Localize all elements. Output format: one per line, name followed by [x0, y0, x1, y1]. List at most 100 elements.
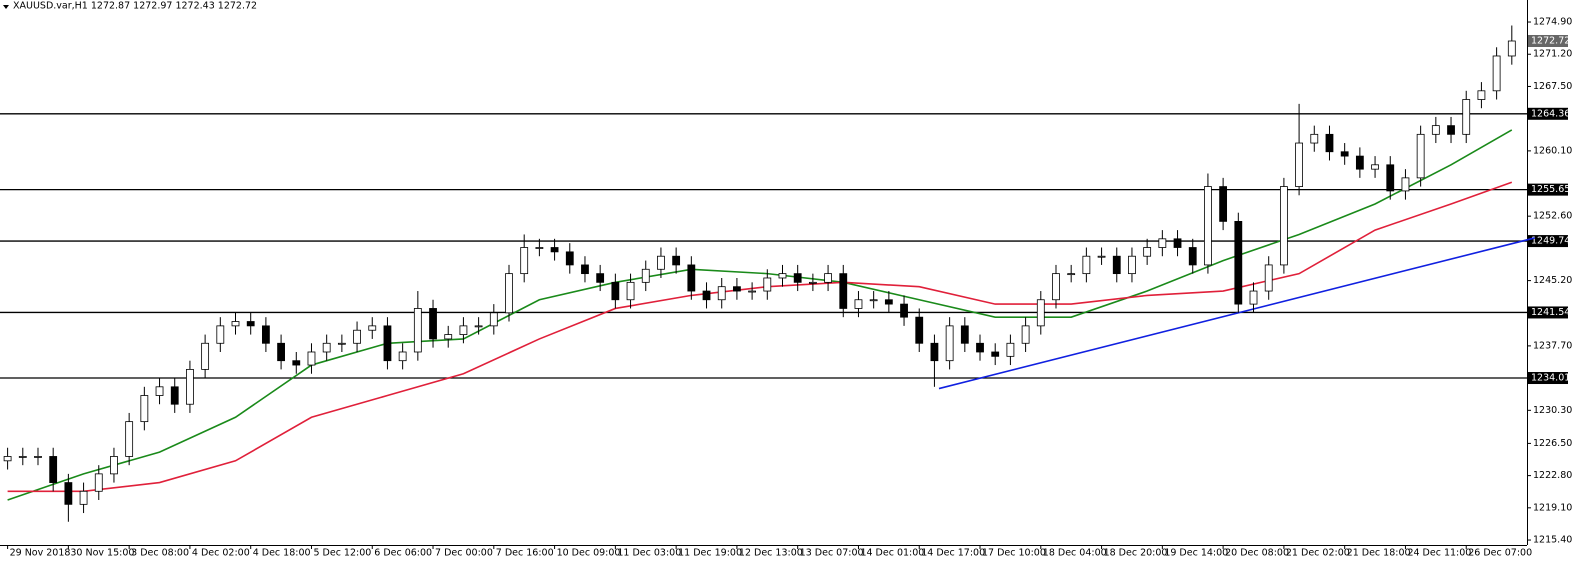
x-tick-label: 14 Dec 01:00	[860, 548, 924, 559]
candle-body	[1431, 125, 1440, 135]
candle-body	[565, 251, 574, 266]
y-tick-label: 1226.50	[1533, 438, 1572, 449]
level-label: 1255.65	[1531, 184, 1570, 195]
candle-body	[1128, 255, 1136, 275]
candle-body	[1173, 238, 1182, 248]
x-tick-label: 4 Dec 18:00	[253, 548, 311, 559]
candle-body	[535, 247, 544, 249]
candle-body	[1340, 151, 1349, 157]
candle-body	[1477, 90, 1486, 100]
x-tick-label: 19 Dec 14:00	[1164, 548, 1228, 559]
candle-body	[1082, 255, 1091, 275]
level-label-box	[1528, 107, 1568, 120]
level-label: 1234.01	[1531, 373, 1570, 384]
candle-body	[170, 386, 179, 405]
candle-body	[991, 351, 1000, 357]
candle-body	[1021, 325, 1030, 344]
candle-body	[94, 473, 103, 492]
x-tick-label: 11 Dec 03:00	[617, 548, 681, 559]
candle-body	[64, 482, 73, 505]
candle-body	[1143, 247, 1152, 257]
candle-body	[1219, 186, 1228, 222]
y-tick-label: 1260.10	[1533, 145, 1572, 156]
x-tick-label: 3 Dec 08:00	[131, 548, 189, 559]
x-tick-label: 11 Dec 19:00	[678, 548, 742, 559]
candle-body	[1234, 220, 1243, 305]
candle-body	[383, 325, 392, 362]
y-tick-label: 1219.10	[1533, 502, 1572, 513]
y-tick-label: 1237.70	[1533, 340, 1572, 351]
candle-body	[216, 325, 225, 344]
y-tick-label: 1245.20	[1533, 275, 1572, 286]
indicator-line	[938, 237, 1535, 390]
candle-body	[110, 456, 118, 475]
candle-body	[733, 286, 741, 292]
candle-body	[353, 329, 361, 344]
candle-body	[186, 368, 194, 405]
candle-body	[277, 342, 285, 362]
candle-body	[246, 321, 255, 327]
candle-body	[125, 421, 134, 457]
candle-body	[201, 342, 210, 370]
candle-body	[1204, 186, 1212, 266]
candle-body	[611, 281, 620, 301]
candle-body	[140, 395, 149, 423]
candle-body	[413, 308, 422, 353]
candle-body	[808, 281, 817, 284]
candle-body	[1416, 133, 1425, 179]
x-tick-label: 18 Dec 20:00	[1104, 548, 1168, 559]
y-tick-label: 1274.90	[1533, 17, 1572, 28]
last-price-label: 1272.72	[1531, 36, 1570, 47]
candle-body	[1036, 299, 1045, 327]
candle-body	[1386, 164, 1395, 192]
candle-body	[854, 299, 863, 309]
candle-body	[368, 325, 377, 331]
x-tick-label: 17 Dec 10:00	[982, 548, 1046, 559]
x-tick-label: 21 Dec 18:00	[1347, 548, 1411, 559]
x-tick-label: 5 Dec 12:00	[313, 548, 371, 559]
level-label: 1241.54	[1531, 307, 1570, 318]
candle-body	[18, 456, 27, 458]
candle-body	[1052, 273, 1060, 301]
candle-body	[930, 342, 939, 362]
x-tick-label: 14 Dec 17:00	[921, 548, 985, 559]
candle-body	[1067, 273, 1076, 276]
chart-title: XAUUSD.var,H1 1272.87 1272.97 1272.43 12…	[13, 1, 257, 12]
candle-body	[717, 286, 726, 301]
candle-body	[292, 360, 301, 366]
candle-body	[1264, 264, 1273, 292]
candle-body	[3, 456, 12, 462]
x-tick-label: 30 Nov 15:00	[70, 548, 134, 559]
candle-body	[1492, 55, 1501, 92]
x-tick-label: 18 Dec 04:00	[1043, 548, 1107, 559]
candle-body	[520, 247, 529, 275]
x-tick-label: 7 Dec 16:00	[496, 548, 554, 559]
candle-body	[1279, 186, 1288, 266]
x-tick-label: 6 Dec 06:00	[374, 548, 432, 559]
x-tick-label: 21 Dec 02:00	[1286, 548, 1350, 559]
x-tick-label: 20 Dec 08:00	[1225, 548, 1289, 559]
candle-body	[1355, 155, 1364, 170]
candle-body	[322, 342, 331, 353]
x-tick-label: 12 Dec 13:00	[739, 548, 803, 559]
candle-body	[1249, 290, 1258, 305]
candle-body	[778, 273, 787, 279]
candle-body	[1295, 142, 1303, 187]
candle-body	[155, 386, 164, 396]
x-tick-label: 13 Dec 07:00	[800, 548, 864, 559]
candle-body	[596, 273, 605, 283]
candle-body	[626, 281, 635, 301]
x-tick-label: 7 Dec 00:00	[435, 548, 493, 559]
last-price-box	[1528, 35, 1568, 48]
candle-body	[763, 277, 772, 292]
x-tick-label: 10 Dec 09:00	[557, 548, 621, 559]
y-tick-label: 1252.60	[1533, 211, 1572, 222]
y-tick-label: 1215.40	[1533, 535, 1572, 546]
candle-body	[1401, 177, 1410, 192]
x-tick-label: 29 Nov 2018	[10, 548, 71, 559]
candle-body	[261, 325, 270, 344]
level-label-box	[1528, 183, 1568, 196]
candle-body	[581, 264, 589, 275]
candle-body	[307, 351, 316, 366]
